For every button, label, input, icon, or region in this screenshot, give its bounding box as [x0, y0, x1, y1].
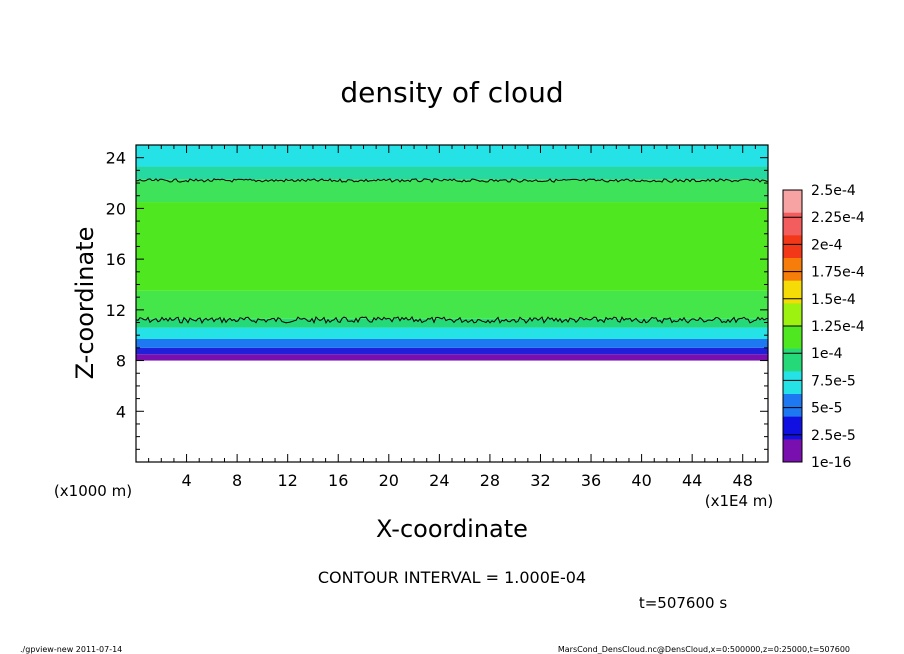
y-tick-label-0: 4: [116, 402, 126, 421]
plot-area: [136, 145, 768, 361]
colorbar-segment-4: [783, 280, 802, 304]
x-unit-label: (x1E4 m): [705, 492, 774, 510]
y-tick-label-5: 24: [106, 149, 126, 168]
x-tick-label-11: 48: [733, 471, 753, 490]
colorbar-label-10: 1e-16: [811, 455, 851, 471]
x-tick-label-10: 44: [682, 471, 702, 490]
y-axis-label: Z-coordinate: [71, 227, 99, 380]
x-tick-label-0: 4: [181, 471, 191, 490]
colorbar-label-6: 1e-4: [811, 346, 843, 362]
x-tick-label-9: 40: [631, 471, 651, 490]
colorbar-segment-3: [783, 258, 802, 282]
y-tick-label-1: 8: [116, 352, 126, 371]
contour-line-1: [135, 178, 769, 183]
colorbar-legend: 2.5e-4 2.25e-4 2e-4 1.75e-4 1.5e-4 1.25e-4 1e-…: [782, 183, 865, 471]
time-text: t=507600 s: [639, 594, 727, 612]
colorbar-segment-7: [783, 348, 802, 372]
colorbar-segment-10: [783, 416, 802, 440]
colorbar-label-3: 1.75e-4: [811, 265, 865, 281]
layer-band-8: [136, 166, 768, 180]
x-tick-label-3: 16: [328, 471, 348, 490]
x-axis: 4 8 12 16 20 24 28 32 36 40 44 48: [148, 145, 756, 490]
x-axis-label: X-coordinate: [376, 515, 528, 543]
footer-left-text: ./gpview-new 2011-07-14: [20, 645, 122, 654]
colorbar-segment-9: [783, 394, 802, 418]
layer-band-6: [136, 202, 768, 291]
colorbar-label-0: 2.5e-4: [811, 183, 856, 199]
colorbar-segment-0: [783, 190, 802, 214]
y-tick-label-4: 20: [106, 199, 126, 218]
y-unit-label: (x1000 m): [54, 482, 132, 500]
y-tick-label-2: 12: [106, 301, 126, 320]
layer-band-9: [136, 145, 768, 167]
x-tick-label-7: 32: [530, 471, 550, 490]
colorbar-label-5: 1.25e-4: [811, 319, 865, 335]
layer-band-3: [136, 327, 768, 340]
colorbar-label-8: 5e-5: [811, 401, 842, 417]
y-tick-label-3: 16: [106, 250, 126, 269]
colorbar-label-2: 2e-4: [811, 237, 843, 253]
x-tick-label-5: 24: [429, 471, 449, 490]
x-tick-label-4: 20: [379, 471, 399, 490]
layer-band-7: [136, 179, 768, 203]
colorbar-segment-2: [783, 235, 802, 259]
x-tick-label-1: 8: [232, 471, 242, 490]
layer-band-5: [136, 290, 768, 319]
contour-lines: [135, 178, 769, 325]
x-tick-label-2: 12: [278, 471, 298, 490]
x-tick-label-8: 36: [581, 471, 601, 490]
layer-band-4: [136, 318, 768, 328]
colorbar-segment-6: [783, 326, 802, 350]
layer-band-0: [136, 354, 768, 361]
layer-band-1: [136, 347, 768, 355]
contour-line-0: [135, 316, 769, 325]
colorbar-label-9: 2.5e-5: [811, 428, 856, 444]
colorbar-segment-11: [783, 439, 802, 463]
colorbar-segment-8: [783, 371, 802, 395]
chart-title: density of cloud: [340, 76, 563, 109]
colorbar-segment-5: [783, 303, 802, 327]
colorbar-label-1: 2.25e-4: [811, 210, 865, 226]
colorbar-label-7: 7.5e-5: [811, 373, 856, 389]
footer-right-text: MarsCond_DensCloud.nc@DensCloud,x=0:5000…: [558, 645, 850, 654]
colorbar-label-4: 1.5e-4: [811, 292, 856, 308]
x-tick-label-6: 28: [480, 471, 500, 490]
layer-band-2: [136, 339, 768, 348]
y-axis: 4 8 12 16 20 24: [106, 149, 768, 450]
contour-interval-text: CONTOUR INTERVAL = 1.000E-04: [318, 568, 586, 587]
colorbar-segment-1: [783, 212, 802, 236]
